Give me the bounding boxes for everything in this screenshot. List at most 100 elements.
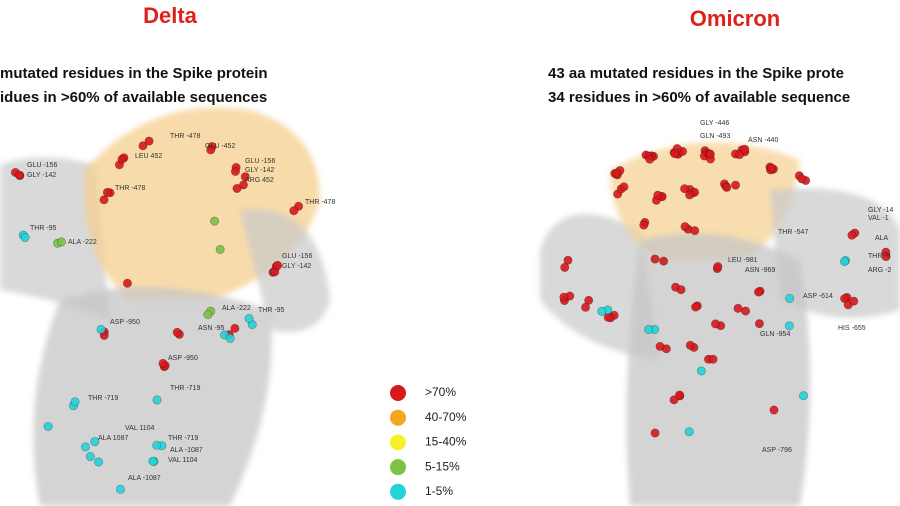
residue-marker <box>560 262 570 272</box>
residue-label: THR -547 <box>778 229 808 236</box>
residue-label: THR -478 <box>170 133 200 140</box>
residue-marker <box>102 187 112 197</box>
residue-marker <box>99 195 109 205</box>
residue-marker <box>20 233 30 243</box>
residue-label: ALA 1087 <box>98 435 128 442</box>
residue-label: ASN -440 <box>748 137 778 144</box>
residue-marker <box>669 395 679 405</box>
residue-label: ALA <box>875 235 889 242</box>
residue-label: ARG -2 <box>868 267 891 274</box>
residue-marker <box>206 145 216 155</box>
residue-label: LEU 452 <box>135 153 162 160</box>
residue-marker <box>753 287 763 297</box>
subtitle: 34 residues in >60% of available sequenc… <box>548 89 850 106</box>
residue-marker <box>670 149 680 159</box>
residue-marker <box>172 327 182 337</box>
residue-label: THR -719 <box>88 395 118 402</box>
residue-marker <box>210 216 220 226</box>
legend-label: >70% <box>425 385 456 399</box>
residue-label: ASP -614 <box>803 293 833 300</box>
residue-marker <box>238 180 248 190</box>
residue-marker <box>735 150 745 160</box>
panel-title: Omicron <box>690 6 780 31</box>
residue-marker <box>705 149 715 159</box>
residue-marker <box>203 310 213 320</box>
residue-marker <box>797 174 807 184</box>
residue-marker <box>14 170 24 180</box>
residue-marker <box>733 303 743 313</box>
residue-label: THR -95 <box>30 225 57 232</box>
residue-label: ASN -95 <box>198 325 225 332</box>
residue-marker <box>81 442 91 452</box>
legend-swatch <box>390 409 406 426</box>
residue-marker <box>232 184 242 194</box>
residue-marker <box>644 324 654 334</box>
residue-marker <box>684 427 694 437</box>
legend-label: 1-5% <box>425 484 453 498</box>
residue-marker <box>685 340 695 350</box>
residue-label: GLY -446 <box>700 120 729 127</box>
residue-marker <box>90 437 100 447</box>
residue-marker <box>96 324 106 334</box>
residue-marker <box>122 278 132 288</box>
residue-marker <box>659 256 669 266</box>
residue-marker <box>215 244 225 254</box>
residue-marker <box>784 321 794 331</box>
residue-marker <box>115 484 125 494</box>
residue-marker <box>289 206 299 216</box>
residue-marker <box>713 262 723 272</box>
residue-label: LEU -981 <box>728 257 758 264</box>
residue-marker <box>680 184 690 194</box>
residue-marker <box>144 136 154 146</box>
residue-marker <box>676 285 686 295</box>
residue-label: ALA -222 <box>68 239 97 246</box>
residue-label: ASP -950 <box>110 319 140 326</box>
residue-marker <box>754 319 764 329</box>
residue-label: GLY -14 <box>868 207 894 214</box>
residue-label: GLY -142 <box>282 263 311 270</box>
residue-marker <box>93 457 103 467</box>
residue-marker <box>70 397 80 407</box>
residue-marker <box>138 141 148 151</box>
residue-marker <box>675 390 685 400</box>
residue-marker <box>225 333 235 343</box>
residue-label: VAL -1 <box>868 215 889 222</box>
residue-marker <box>740 144 750 154</box>
residue-marker <box>117 154 127 164</box>
residue-label: THR -478 <box>115 185 145 192</box>
residue-marker <box>559 292 569 302</box>
residue-marker <box>741 306 751 316</box>
residue-marker <box>650 254 660 264</box>
legend-swatch <box>390 385 406 401</box>
residue-label: GLU -156 <box>245 158 275 165</box>
legend-swatch <box>390 459 406 476</box>
residue-label: ALA -222 <box>222 305 251 312</box>
residue-marker <box>244 314 254 324</box>
residue-marker <box>650 428 660 438</box>
residue-marker <box>612 168 622 178</box>
residue-label: ASP -950 <box>168 355 198 362</box>
residue-marker <box>563 255 573 265</box>
residue-marker <box>769 405 779 415</box>
subtitle: 43 aa mutated residues in the Spike prot… <box>548 65 844 82</box>
residue-marker <box>840 257 850 267</box>
residue-label: ALA -1087 <box>128 475 161 482</box>
residue-marker <box>680 222 690 232</box>
residue-label: GLN -954 <box>760 331 790 338</box>
residue-markers <box>10 136 891 494</box>
legend-label: 5-15% <box>425 459 460 473</box>
residue-marker <box>722 182 732 192</box>
subtitle: idues in >60% of available sequences <box>0 89 267 106</box>
residue-label: GLU -156 <box>282 253 312 260</box>
residue-label: GLN -493 <box>700 133 730 140</box>
residue-marker <box>785 293 795 303</box>
residue-marker <box>581 302 591 312</box>
residue-marker <box>597 306 607 316</box>
residue-marker <box>645 154 655 164</box>
residue-label: THR -478 <box>305 199 335 206</box>
residue-marker <box>273 260 283 270</box>
residue-marker <box>708 354 718 364</box>
residue-label: ASN -969 <box>745 267 775 274</box>
residue-label: THR -95 <box>258 307 285 314</box>
